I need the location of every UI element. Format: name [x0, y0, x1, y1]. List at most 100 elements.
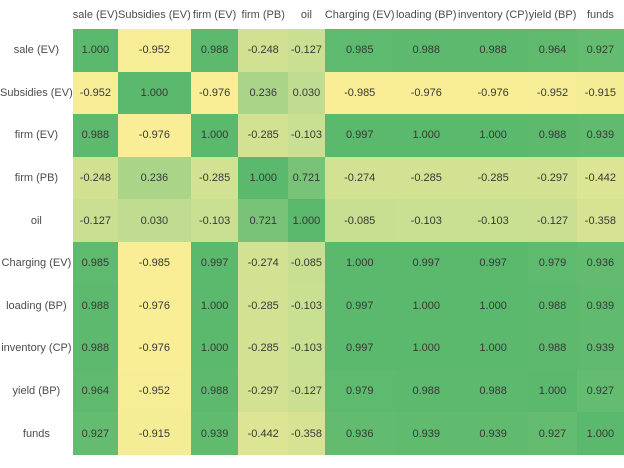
heatmap-cell: 0.939: [394, 412, 458, 455]
column-header: Charging (EV): [324, 8, 395, 21]
heatmap-row: inventory (CP) 0.988 -0.976 1.000 -0.285 -0.1…: [0, 327, 624, 370]
heatmap-cell: 0.988: [394, 369, 458, 413]
heatmap-cell: -0.358: [576, 199, 624, 242]
heatmap-cell: 0.979: [324, 369, 395, 413]
heatmap-cell: 0.927: [72, 412, 119, 455]
row-label: inventory (CP): [1, 342, 72, 355]
heatmap-cell: 0.988: [528, 114, 577, 157]
heatmap-cell: -0.285: [238, 327, 288, 370]
heatmap-cell: 0.939: [576, 327, 624, 370]
heatmap-cell: 0.721: [288, 156, 325, 200]
heatmap-cell: 1.000: [190, 114, 239, 157]
heatmap-cell: -0.985: [118, 241, 191, 285]
heatmap-cell: 0.988: [72, 327, 119, 370]
heatmap-cell: -0.952: [118, 369, 191, 413]
heatmap-row: yield (BP) 0.964 -0.952 0.988 -0.297 -0.127 0.…: [0, 369, 624, 413]
heatmap-cell: -0.442: [576, 156, 624, 200]
heatmap-row: funds 0.927 -0.915 0.939 -0.442 -0.358 0.936 0.…: [0, 412, 624, 455]
heatmap-cell: -0.285: [394, 156, 458, 200]
heatmap-cell: -0.915: [576, 71, 624, 115]
heatmap-row: oil -0.127 0.030 -0.103 0.721 1.000 -0.085 -0.1…: [0, 199, 624, 242]
heatmap-cell: 1.000: [457, 114, 529, 157]
heatmap-cell: 1.000: [394, 327, 458, 370]
row-label: Subsidies (EV): [0, 86, 73, 99]
heatmap-cell: -0.127: [72, 199, 119, 242]
heatmap-cell: 0.988: [190, 369, 239, 413]
heatmap-cell: 1.000: [394, 284, 458, 328]
heatmap-cell: 0.988: [394, 29, 458, 72]
heatmap-row: Subsidies (EV) -0.952 1.000 -0.976 0.236 0.03…: [0, 71, 624, 115]
heatmap-cell: 1.000: [190, 284, 239, 328]
heatmap-cell: 0.997: [457, 241, 529, 285]
heatmap-cell: 1.000: [457, 284, 529, 328]
heatmap-cell: -0.103: [457, 199, 529, 242]
heatmap-cell: 1.000: [576, 412, 624, 455]
heatmap-cell: -0.358: [288, 412, 325, 455]
heatmap-cell: -0.297: [238, 369, 288, 413]
heatmap-cell: 0.988: [72, 284, 119, 328]
heatmap-cell: -0.976: [190, 71, 239, 115]
heatmap-cell: 0.939: [576, 114, 624, 157]
heatmap-cell: 0.997: [190, 241, 239, 285]
column-header: firm (EV): [192, 8, 237, 21]
heatmap-row: Charging (EV) 0.985 -0.985 0.997 -0.274 -0.08…: [0, 241, 624, 285]
heatmap-cell: 1.000: [324, 241, 395, 285]
column-header: oil: [300, 8, 312, 21]
heatmap-cell: -0.952: [118, 29, 191, 72]
heatmap-cell: 0.236: [238, 71, 288, 115]
heatmap-cell: -0.103: [288, 327, 325, 370]
heatmap-cell: -0.976: [118, 114, 191, 157]
heatmap-cell: 0.721: [238, 199, 288, 242]
heatmap-cell: 1.000: [288, 199, 325, 242]
heatmap-cell: 0.939: [457, 412, 529, 455]
heatmap-row: sale (EV) 1.000 -0.952 0.988 -0.248 -0.127 0.9…: [0, 29, 624, 72]
heatmap-cell: -0.285: [238, 114, 288, 157]
column-header-row: sale (EV) Subsidies (EV) firm (EV) firm (PB…: [0, 0, 624, 29]
heatmap-cell: 0.236: [118, 156, 191, 200]
heatmap-cell: 0.030: [118, 199, 191, 242]
heatmap-cell: -0.248: [72, 156, 119, 200]
heatmap-cell: 1.000: [190, 327, 239, 370]
heatmap-cell: 0.927: [528, 412, 577, 455]
row-label: loading (BP): [6, 299, 67, 312]
heatmap-cell: -0.127: [288, 369, 325, 413]
heatmap-cell: 0.988: [528, 327, 577, 370]
heatmap-cell: -0.985: [324, 71, 395, 115]
heatmap-cell: -0.285: [457, 156, 529, 200]
heatmap-cell: 1.000: [528, 369, 577, 413]
column-header: yield (BP): [528, 8, 577, 21]
heatmap-cell: 1.000: [394, 114, 458, 157]
heatmap-cell: -0.976: [394, 71, 458, 115]
heatmap-cell: 0.936: [576, 241, 624, 285]
row-label: oil: [30, 214, 42, 227]
heatmap-cell: -0.297: [528, 156, 577, 200]
row-label: Charging (EV): [1, 257, 72, 270]
heatmap-cell: -0.274: [324, 156, 395, 200]
heatmap-cell: -0.103: [288, 114, 325, 157]
heatmap-cell: 1.000: [457, 327, 529, 370]
correlation-table: sale (EV) Subsidies (EV) firm (EV) firm (PB…: [0, 0, 624, 455]
column-header: Subsidies (EV): [118, 8, 191, 21]
heatmap-cell: -0.952: [528, 71, 577, 115]
heatmap-cell: -0.103: [288, 284, 325, 328]
heatmap-cell: 0.964: [528, 29, 577, 72]
heatmap-cell: -0.285: [238, 284, 288, 328]
heatmap-cell: -0.976: [118, 327, 191, 370]
heatmap-row: firm (EV) 0.988 -0.976 1.000 -0.285 -0.103 0.9…: [0, 114, 624, 157]
heatmap-cell: -0.085: [324, 199, 395, 242]
corner-spacer: [0, 0, 73, 29]
heatmap-cell: -0.127: [288, 29, 325, 72]
heatmap-cell: 1.000: [118, 71, 191, 115]
column-header: sale (EV): [72, 8, 119, 21]
heatmap-cell: 0.997: [324, 327, 395, 370]
heatmap-cell: 0.985: [72, 241, 119, 285]
heatmap-cell: -0.127: [528, 199, 577, 242]
heatmap-cell: 0.988: [528, 284, 577, 328]
heatmap-cell: -0.274: [238, 241, 288, 285]
heatmap-cell: 0.988: [190, 29, 239, 72]
row-label: sale (EV): [13, 44, 59, 57]
heatmap-cell: 1.000: [72, 29, 119, 72]
column-header: firm (PB): [241, 8, 285, 21]
row-label: funds: [22, 427, 50, 440]
